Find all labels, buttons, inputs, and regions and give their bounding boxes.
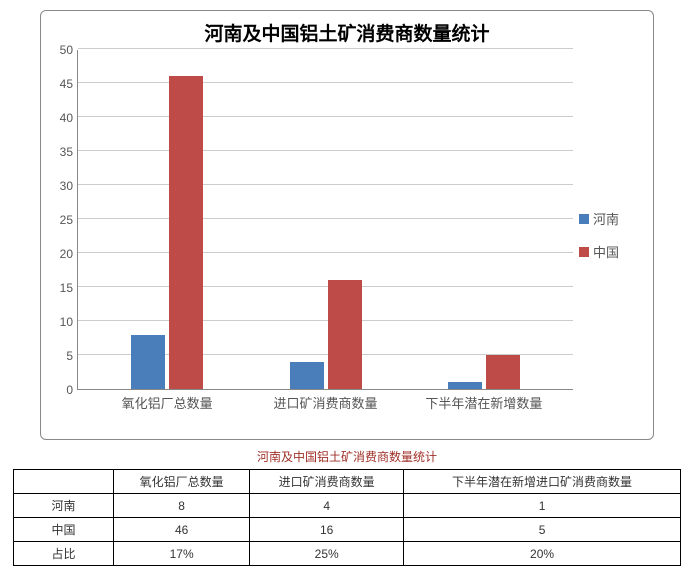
- legend-swatch: [579, 214, 589, 224]
- table-title: 河南及中国铝土矿消费商数量统计: [0, 448, 694, 465]
- table-cell: 5: [404, 518, 681, 542]
- y-tick: 50: [60, 43, 73, 57]
- data-table: 氧化铝厂总数量进口矿消费商数量下半年潜在新增进口矿消费商数量河南841中国461…: [13, 469, 681, 566]
- table-header-row: 氧化铝厂总数量进口矿消费商数量下半年潜在新增进口矿消费商数量: [14, 470, 681, 494]
- chart-body: 05101520253035404550 氧化铝厂总数量进口矿消费商数量下半年潜…: [49, 50, 645, 420]
- y-axis: 05101520253035404550: [49, 50, 77, 390]
- y-tick: 30: [60, 179, 73, 193]
- table-cell: 8: [114, 494, 250, 518]
- legend-item: 河南: [579, 209, 645, 228]
- table-cell: 20%: [404, 542, 681, 566]
- bar: [486, 355, 520, 389]
- legend-item: 中国: [579, 242, 645, 261]
- x-axis-labels: 氧化铝厂总数量 进口矿消费商数量 下半年潜在新增数量: [78, 393, 573, 413]
- chart-title: 河南及中国铝土矿消费商数量统计: [49, 19, 645, 46]
- bar: [328, 280, 362, 389]
- y-tick: 45: [60, 77, 73, 91]
- x-label: 下半年潜在新增数量: [425, 393, 542, 412]
- bar: [131, 335, 165, 389]
- table-cell: 中国: [14, 518, 114, 542]
- y-tick: 5: [66, 349, 73, 363]
- y-tick: 40: [60, 111, 73, 125]
- table-header-cell: 氧化铝厂总数量: [114, 470, 250, 494]
- bar: [448, 382, 482, 389]
- bar-group: [290, 280, 362, 389]
- table-cell: 16: [250, 518, 404, 542]
- y-tick: 0: [66, 383, 73, 397]
- table-cell: 占比: [14, 542, 114, 566]
- plot-wrap: 05101520253035404550 氧化铝厂总数量进口矿消费商数量下半年潜…: [49, 50, 573, 420]
- x-label: 进口矿消费商数量: [273, 393, 377, 412]
- table-cell: 4: [250, 494, 404, 518]
- plot-area: 氧化铝厂总数量进口矿消费商数量下半年潜在新增数量: [77, 50, 573, 390]
- table-row: 占比17%25%20%: [14, 542, 681, 566]
- legend: 河南中国: [573, 50, 645, 420]
- chart-container: 河南及中国铝土矿消费商数量统计 0 5 10 15 20 25 30 35 40 45 50 氧化铝…: [40, 10, 654, 440]
- table-row: 河南841: [14, 494, 681, 518]
- y-tick: 20: [60, 247, 73, 261]
- y-tick: 10: [60, 315, 73, 329]
- legend-label: 河南: [593, 209, 619, 228]
- table-header-cell: 下半年潜在新增进口矿消费商数量: [404, 470, 681, 494]
- x-label: 氧化铝厂总数量: [122, 393, 213, 412]
- table-header-cell: [14, 470, 114, 494]
- grid-line: [78, 48, 573, 49]
- y-tick: 15: [60, 281, 73, 295]
- table-cell: 25%: [250, 542, 404, 566]
- y-tick: 35: [60, 145, 73, 159]
- y-tick: 25: [60, 213, 73, 227]
- table-cell: 河南: [14, 494, 114, 518]
- bar: [290, 362, 324, 389]
- table-header-cell: 进口矿消费商数量: [250, 470, 404, 494]
- legend-swatch: [579, 247, 589, 257]
- table-cell: 1: [404, 494, 681, 518]
- table-row: 中国46165: [14, 518, 681, 542]
- legend-label: 中国: [593, 242, 619, 261]
- bar-group: [131, 76, 203, 389]
- bar: [169, 76, 203, 389]
- table-cell: 46: [114, 518, 250, 542]
- bar-group: [448, 355, 520, 389]
- table-cell: 17%: [114, 542, 250, 566]
